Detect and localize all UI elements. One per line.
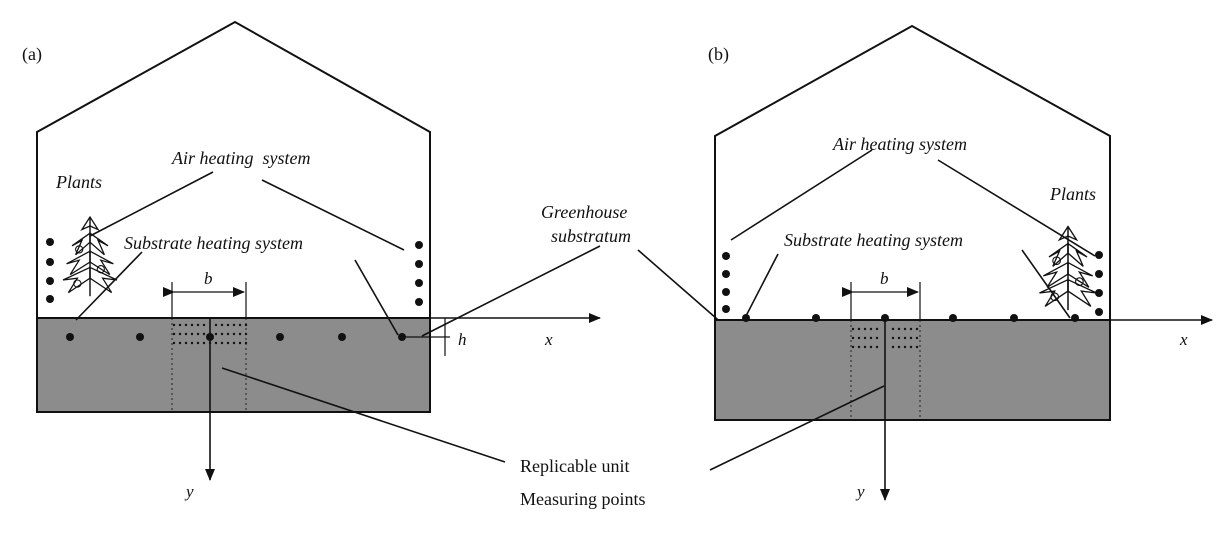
panel-a-substrate-pipes	[66, 333, 406, 341]
measuring-points-label: Measuring points	[520, 489, 646, 509]
panel-a-tag: (a)	[22, 44, 42, 65]
panel-a-substrate-heating-label: Substrate heating system	[124, 233, 303, 253]
panel-b-substrate	[714, 319, 1111, 421]
panel-b-air-pipes-left	[722, 252, 730, 313]
panel-b-spacing-label: b	[880, 269, 889, 288]
panel-b-air-pipes-right	[1095, 251, 1103, 316]
panel-b-x-label: x	[1179, 330, 1188, 349]
panel-b-air-heating-label: Air heating system	[832, 134, 967, 154]
panel-b-roof-outline	[714, 24, 1111, 320]
panel-a-measuring-points	[172, 323, 248, 345]
panel-a-y-label: y	[184, 482, 194, 501]
panel-a-spacing-dimension	[163, 282, 247, 318]
panel-a-leader-lines	[75, 171, 506, 463]
panel-b-y-label: y	[855, 482, 865, 501]
panel-b-substrate-heating-label: Substrate heating system	[784, 230, 963, 250]
panel-a-air-pipes-left	[46, 238, 54, 303]
panel-a-replicable-unit	[171, 318, 248, 412]
panel-b-tag: (b)	[708, 44, 729, 65]
substratum-label-line1: Greenhouse	[541, 202, 627, 222]
panel-b-spacing-dimension	[842, 282, 921, 320]
panel-a-depth-label: h	[458, 330, 467, 349]
substratum-label-line2: substratum	[551, 226, 631, 246]
panel-a-plants-label: Plants	[55, 172, 102, 192]
replicable-unit-label: Replicable unit	[520, 456, 629, 476]
panel-b-replicable-unit	[850, 320, 921, 420]
panel-a-roof-outline	[36, 20, 431, 318]
panel-a-air-heating-label: Air heating system	[171, 148, 310, 168]
shared-leader-lines	[421, 245, 749, 347]
shared-labels: Greenhouse substratum Replicable unit Me…	[421, 202, 749, 509]
panel-b-leader-lines	[709, 149, 1096, 471]
panel-a-x-label: x	[544, 330, 553, 349]
panel-a-substrate	[36, 317, 431, 413]
panel-a: (a)	[22, 20, 601, 501]
panel-a-air-pipes-right	[415, 241, 423, 306]
panel-b-plants-label: Plants	[1049, 184, 1096, 204]
panel-a-spacing-label: b	[204, 269, 213, 288]
panel-b: (b)	[708, 24, 1213, 501]
panel-b-measuring-points	[851, 327, 919, 349]
panel-a-plant-icon	[62, 216, 118, 297]
